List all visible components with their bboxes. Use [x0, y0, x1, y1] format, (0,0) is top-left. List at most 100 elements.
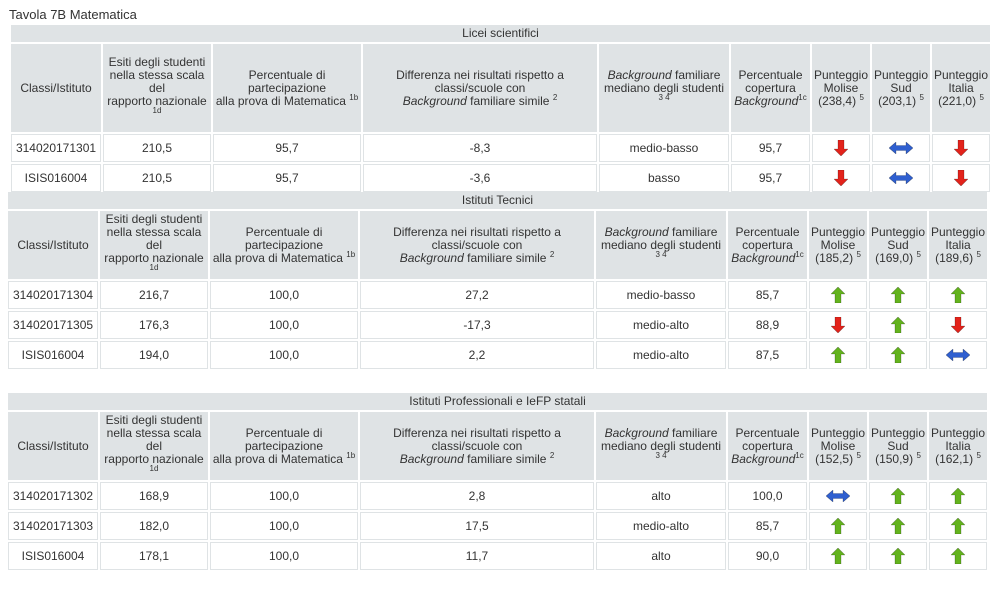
cell-copertura: 87,5	[728, 341, 807, 369]
header-punteggio: Punteggio	[810, 224, 866, 239]
header-partecipazione-line: alla prova di Matematica	[212, 250, 343, 265]
arrow-up-green-icon	[831, 548, 845, 564]
cell-copertura: 100,0	[728, 482, 807, 510]
area-score-sud: (150,9)	[875, 451, 914, 466]
header-punteggio: Punteggio	[810, 425, 866, 440]
cell-classe: 314020171303	[8, 512, 98, 540]
footnote-marker: 1d	[149, 463, 159, 473]
section-title: Istituti Professionali e IeFP statali	[8, 393, 987, 410]
cell-esiti: 216,7	[100, 281, 208, 309]
area-score-sud: (203,1)	[878, 93, 917, 108]
header-differenza-tail: familiare simile	[470, 93, 550, 108]
header-copertura-line: copertura	[745, 80, 796, 95]
cell-partecipazione: 100,0	[210, 512, 358, 540]
cell-background: medio-alto	[596, 512, 726, 540]
header-copertura-italic: Background	[731, 250, 796, 265]
header-background-tail: familiare	[672, 425, 718, 440]
header-punteggio: Punteggio	[930, 425, 986, 440]
header-copertura-italic: Background	[734, 93, 799, 108]
header-esiti-line: Esiti degli studenti	[108, 54, 206, 69]
cell-trend-italia	[929, 482, 987, 510]
table-row: ISIS016004 194,0 100,0 2,2 medio-alto 87,5	[8, 341, 987, 369]
footnote-marker: 1b	[346, 450, 356, 460]
header-copertura-line: Percentuale	[735, 224, 800, 239]
column-header: Differenza nei risultati rispetto a class…	[363, 44, 597, 132]
header-copertura-line: copertura	[742, 438, 793, 453]
footnote-marker: 2	[549, 450, 555, 460]
header-background-italic: Background	[604, 425, 669, 440]
header-punteggio: Punteggio	[873, 67, 929, 82]
header-copertura-italic: Background	[731, 451, 796, 466]
cell-background: alto	[596, 482, 726, 510]
footnote-marker: 2	[552, 92, 558, 102]
cell-esiti: 176,3	[100, 311, 208, 339]
cell-copertura: 90,0	[728, 542, 807, 570]
header-area-molise: Molise	[823, 80, 859, 95]
header-partecipazione-line: alla prova di Matematica	[215, 93, 346, 108]
arrow-up-green-icon	[831, 287, 845, 303]
arrow-down-red-icon	[954, 170, 968, 186]
cell-partecipazione: 95,7	[213, 164, 361, 192]
header-differenza-italic: Background	[399, 250, 464, 265]
header-area-sud: Sud	[890, 80, 912, 95]
cell-copertura: 85,7	[728, 281, 807, 309]
column-header: Background familiare mediano degli studen…	[596, 412, 726, 480]
header-area-molise: Molise	[820, 438, 856, 453]
cell-trend-italia	[929, 341, 987, 369]
table-row: 314020171301 210,5 95,7 -8,3 medio-basso 95,7	[11, 134, 990, 162]
cell-trend-molise	[809, 482, 867, 510]
cell-differenza: 17,5	[360, 512, 594, 540]
area-score-italia: (189,6)	[935, 250, 974, 265]
cell-classe: ISIS016004	[8, 542, 98, 570]
cell-background: medio-basso	[599, 134, 729, 162]
footnote-marker: 2	[549, 249, 555, 259]
footnote-marker: 5	[916, 249, 921, 259]
header-differenza-italic: Background	[399, 451, 464, 466]
column-header: Background familiare mediano degli studen…	[599, 44, 729, 132]
cell-trend-molise	[812, 134, 870, 162]
cell-trend-sud	[869, 482, 927, 510]
header-background-italic: Background	[607, 67, 672, 82]
header-differenza-line: Differenza nei risultati rispetto a	[393, 224, 561, 239]
header-area-italia: Italia	[945, 237, 971, 252]
cell-trend-molise	[809, 512, 867, 540]
header-differenza-line: Differenza nei risultati rispetto a	[393, 425, 561, 440]
column-header: Classi/Istituto	[8, 412, 98, 480]
column-header: Percentuale di partecipazione alla prova d…	[210, 211, 358, 279]
header-background-line: mediano degli studenti	[603, 80, 725, 95]
cell-background: medio-alto	[596, 311, 726, 339]
footnote-marker: 1d	[152, 105, 162, 115]
column-header: Differenza nei risultati rispetto a class…	[360, 412, 594, 480]
cell-classe: 314020171302	[8, 482, 98, 510]
cell-differenza: -8,3	[363, 134, 597, 162]
area-score-molise: (238,4)	[818, 93, 857, 108]
cell-esiti: 182,0	[100, 512, 208, 540]
cell-trend-italia	[932, 134, 990, 162]
header-differenza-italic: Background	[402, 93, 467, 108]
column-header: Punteggio Sud (203,1) 5	[872, 44, 930, 132]
cell-classe: 314020171305	[8, 311, 98, 339]
header-background-line: mediano degli studenti	[600, 237, 722, 252]
cell-differenza: -17,3	[360, 311, 594, 339]
cell-trend-sud	[869, 341, 927, 369]
footnote-marker: 1d	[149, 262, 159, 272]
header-esiti-line: nella stessa scala	[106, 425, 202, 440]
footnote-marker: 1c	[798, 92, 807, 102]
column-header: Punteggio Sud (169,0) 5	[869, 211, 927, 279]
results-table: Licei scientifici Classi/Istituto Esiti de…	[9, 23, 992, 194]
cell-partecipazione: 100,0	[210, 281, 358, 309]
arrow-left-right-blue-icon	[889, 172, 913, 185]
cell-differenza: 27,2	[360, 281, 594, 309]
header-background-line: mediano degli studenti	[600, 438, 722, 453]
header-punteggio: Punteggio	[930, 224, 986, 239]
cell-esiti: 178,1	[100, 542, 208, 570]
cell-trend-italia	[929, 281, 987, 309]
header-classi: Classi/Istituto	[17, 438, 89, 453]
column-header: Percentuale copertura Background1c	[728, 412, 807, 480]
arrow-up-green-icon	[951, 518, 965, 534]
cell-background: basso	[599, 164, 729, 192]
cell-trend-italia	[929, 311, 987, 339]
header-classi: Classi/Istituto	[17, 237, 89, 252]
header-partecipazione-line: partecipazione	[244, 438, 324, 453]
arrow-up-green-icon	[891, 287, 905, 303]
